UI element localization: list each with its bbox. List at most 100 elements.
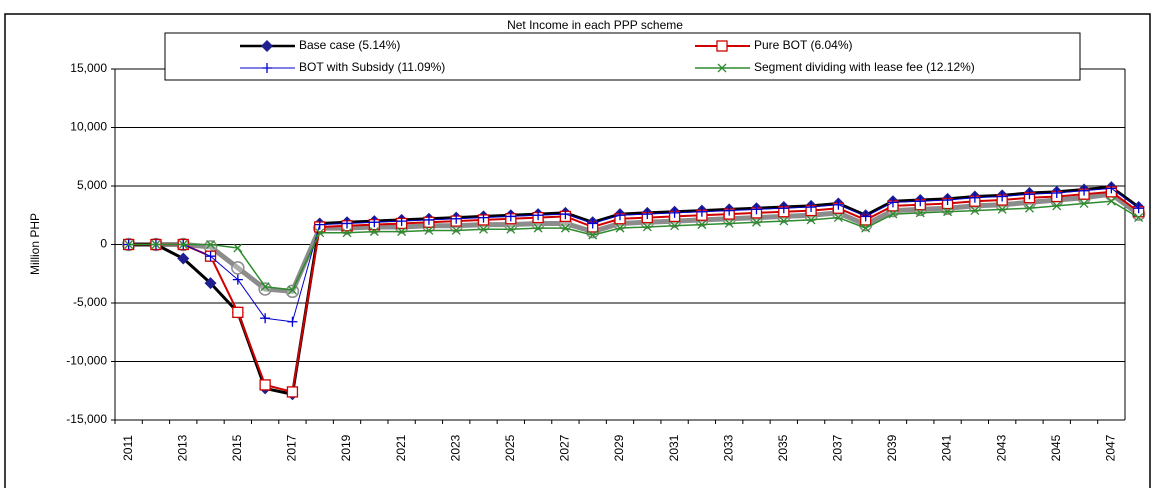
x-tick-label: 2045: [1049, 434, 1063, 461]
legend-label: Segment dividing with lease fee (12.12%): [754, 60, 975, 74]
data-point: [969, 192, 980, 203]
data-point: [1079, 185, 1090, 196]
data-point: [752, 217, 761, 227]
data-point: [943, 207, 953, 217]
data-point: [806, 202, 817, 213]
data-point: [778, 203, 789, 214]
data-point: [915, 208, 925, 218]
data-point: [724, 218, 734, 228]
data-point: [642, 222, 652, 232]
legend-marker: [716, 40, 728, 52]
x-tick-label: 2011: [121, 435, 135, 461]
data-point: [1079, 199, 1089, 209]
chart-title: Net Income in each PPP scheme: [507, 18, 683, 32]
x-tick-label: 2029: [612, 434, 626, 461]
data-point: [259, 379, 271, 391]
y-axis-label: Million PHP: [28, 213, 42, 275]
data-point: [258, 282, 272, 296]
x-tick-label: 2041: [940, 434, 954, 461]
data-point: [423, 214, 434, 225]
data-point: [342, 228, 352, 238]
data-point: [560, 223, 570, 233]
data-point: [151, 240, 161, 249]
data-point: [286, 386, 299, 398]
data-point: [1106, 183, 1117, 194]
data-point: [479, 224, 488, 234]
data-point: [396, 216, 407, 227]
data-point: [587, 218, 598, 229]
legend-label: Pure BOT (6.04%): [754, 38, 852, 52]
data-point: [178, 240, 188, 249]
data-point: [1133, 203, 1144, 214]
x-tick-label: 2039: [885, 434, 899, 461]
data-point: [669, 207, 680, 218]
legend-box: [164, 32, 1081, 81]
legend-marker: [717, 63, 727, 73]
data-point: [233, 243, 243, 253]
data-point: [369, 217, 380, 228]
data-point: [615, 223, 625, 233]
data-point: [451, 226, 461, 235]
data-point: [970, 206, 980, 216]
data-point: [615, 210, 625, 221]
data-point: [204, 277, 217, 290]
legend-marker: [262, 63, 272, 73]
data-point: [260, 282, 270, 292]
data-point: [806, 215, 816, 225]
data-point: [124, 240, 134, 249]
data-point: [1051, 188, 1062, 199]
data-point: [533, 210, 544, 221]
data-point: [451, 213, 462, 224]
data-point: [942, 195, 953, 206]
x-tick-label: 2017: [285, 434, 299, 461]
data-point: [315, 228, 325, 238]
data-point: [833, 213, 843, 223]
data-point: [670, 221, 680, 231]
data-point: [779, 216, 789, 226]
data-point: [751, 204, 762, 215]
legend-marker: [261, 40, 273, 52]
x-tick-label: 2031: [667, 434, 681, 461]
data-point: [861, 223, 871, 233]
x-tick-label: 2019: [339, 434, 353, 461]
data-point: [697, 220, 707, 230]
data-point: [1106, 196, 1116, 206]
data-point: [588, 230, 598, 240]
data-point: [997, 204, 1007, 214]
data-point: [232, 306, 244, 319]
x-tick-label: 2023: [448, 434, 462, 461]
data-point: [888, 209, 898, 219]
data-point: [287, 285, 297, 295]
data-point: [287, 316, 298, 327]
legend-label: BOT with Subsidy (11.09%): [299, 60, 445, 74]
data-point: [205, 251, 216, 262]
data-point: [285, 284, 300, 299]
data-point: [997, 191, 1008, 202]
data-point: [833, 199, 844, 210]
data-point: [424, 226, 434, 235]
data-point: [506, 224, 516, 234]
data-point: [724, 205, 735, 216]
x-tick-label: 2027: [558, 434, 572, 461]
data-point: [1024, 189, 1035, 200]
data-point: [231, 261, 245, 275]
y-tick-label: 15,000: [70, 61, 107, 75]
y-tick-label: 5,000: [77, 178, 107, 192]
data-point: [397, 227, 407, 237]
data-point: [860, 211, 871, 222]
chart-frame: [4, 13, 1151, 488]
x-tick-label: 2015: [230, 434, 244, 461]
y-tick-label: -10,000: [66, 354, 107, 368]
legend-label: Base case (5.14%): [299, 38, 400, 52]
data-point: [1134, 213, 1144, 223]
x-tick-label: 2037: [831, 434, 845, 461]
x-tick-label: 2025: [503, 434, 517, 461]
data-point: [206, 240, 216, 249]
data-point: [1025, 203, 1034, 213]
data-point: [560, 209, 571, 220]
data-point: [177, 252, 190, 265]
data-point: [642, 209, 653, 220]
data-point: [533, 223, 543, 233]
data-point: [314, 219, 325, 230]
